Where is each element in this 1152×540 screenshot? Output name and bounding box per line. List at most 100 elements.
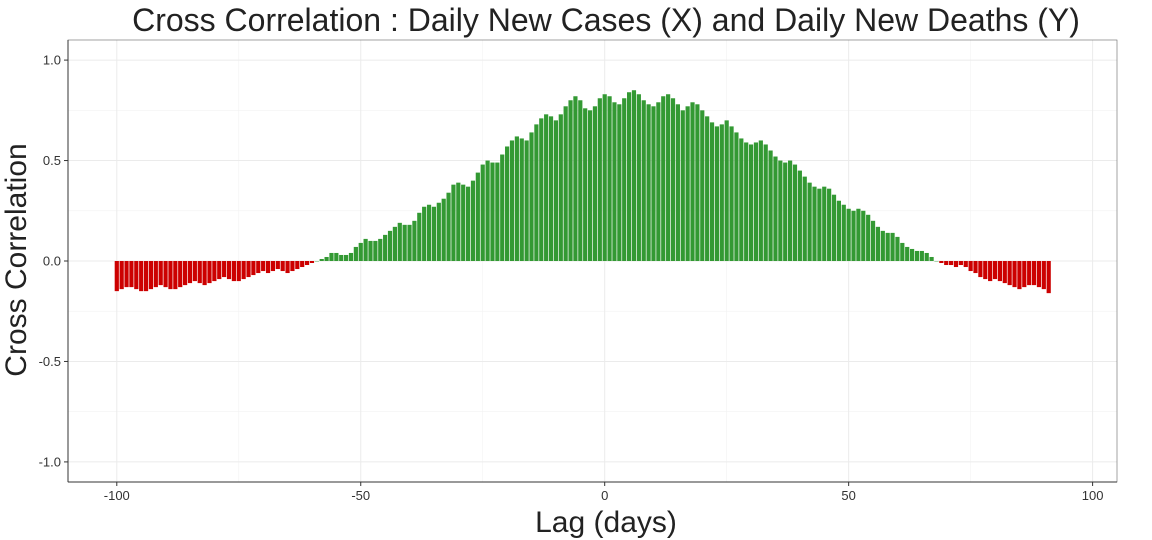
bar [807, 182, 812, 261]
bar [475, 172, 480, 261]
bar [304, 261, 310, 266]
bar [900, 242, 905, 261]
bar [661, 96, 666, 261]
bar [558, 114, 563, 261]
bar [651, 106, 656, 261]
bar [480, 164, 485, 261]
bar [758, 140, 763, 261]
bar [875, 226, 881, 261]
bar [256, 261, 261, 274]
bar [914, 250, 920, 261]
bar [729, 126, 734, 262]
bar [290, 261, 295, 272]
bar [870, 220, 876, 261]
x-axis-label: Lag (days) [535, 506, 677, 539]
bar [895, 236, 900, 261]
bar [675, 104, 680, 261]
x-tick-label: 0 [601, 488, 608, 503]
bar [792, 164, 798, 261]
bar [944, 261, 949, 266]
bar [363, 238, 368, 261]
bar [124, 261, 129, 288]
y-tick-label: 0.0 [43, 254, 61, 269]
bar [788, 160, 793, 261]
x-tick-label: 50 [841, 488, 855, 503]
bar [1027, 261, 1032, 286]
bar [261, 261, 266, 272]
bar [465, 186, 471, 261]
bar [978, 261, 983, 278]
bar [285, 261, 290, 274]
bar-series [114, 90, 1051, 294]
bar [768, 150, 773, 261]
bar [880, 230, 885, 261]
bar [148, 261, 154, 290]
bar [992, 261, 998, 280]
bar [866, 214, 871, 261]
bar [988, 261, 993, 282]
bar [748, 144, 754, 261]
bar [534, 124, 539, 261]
bar [700, 110, 705, 262]
bar [519, 138, 524, 261]
bar [329, 252, 334, 261]
bar [583, 108, 588, 262]
bar [802, 176, 807, 261]
y-tick-label: 0.5 [43, 153, 61, 168]
bar [778, 160, 783, 261]
bar [470, 180, 476, 261]
bar [709, 122, 715, 261]
bar [929, 256, 934, 261]
bar [631, 90, 637, 262]
bar [339, 254, 344, 261]
bar [461, 184, 466, 261]
bar [690, 102, 695, 261]
bar [485, 160, 490, 261]
bar [392, 226, 397, 261]
bar [1036, 261, 1042, 288]
bar [202, 261, 207, 286]
bar [724, 120, 729, 261]
bar [514, 136, 519, 261]
bar [1031, 261, 1037, 286]
bar [495, 162, 500, 261]
bar [646, 104, 651, 261]
bar [163, 261, 168, 288]
bar [1046, 261, 1051, 294]
bar [236, 261, 241, 282]
bar [436, 202, 441, 261]
bar [680, 110, 685, 262]
bar [578, 100, 583, 261]
bar [612, 102, 617, 261]
bar [397, 222, 402, 261]
bar [626, 92, 632, 262]
bar [407, 224, 412, 261]
bar [114, 261, 119, 292]
bar [846, 208, 851, 261]
bar [431, 206, 437, 261]
bar [773, 156, 778, 261]
bar [544, 114, 549, 261]
bar [231, 261, 236, 282]
bar [919, 250, 924, 261]
bar [607, 96, 612, 261]
bar [617, 104, 622, 261]
bar [456, 182, 461, 261]
bar [812, 186, 817, 261]
bar [705, 116, 710, 261]
bar [568, 100, 573, 261]
bar [134, 261, 139, 290]
bar [997, 261, 1003, 282]
bar [529, 132, 534, 261]
bar [251, 261, 256, 276]
bar [139, 261, 144, 292]
bar [412, 220, 417, 261]
bar [178, 261, 183, 288]
x-tick-label: 100 [1082, 488, 1104, 503]
bar [909, 248, 915, 261]
bar [622, 98, 627, 261]
bar [417, 212, 422, 261]
bar [441, 198, 446, 261]
bar [226, 261, 232, 280]
bar [831, 194, 837, 261]
